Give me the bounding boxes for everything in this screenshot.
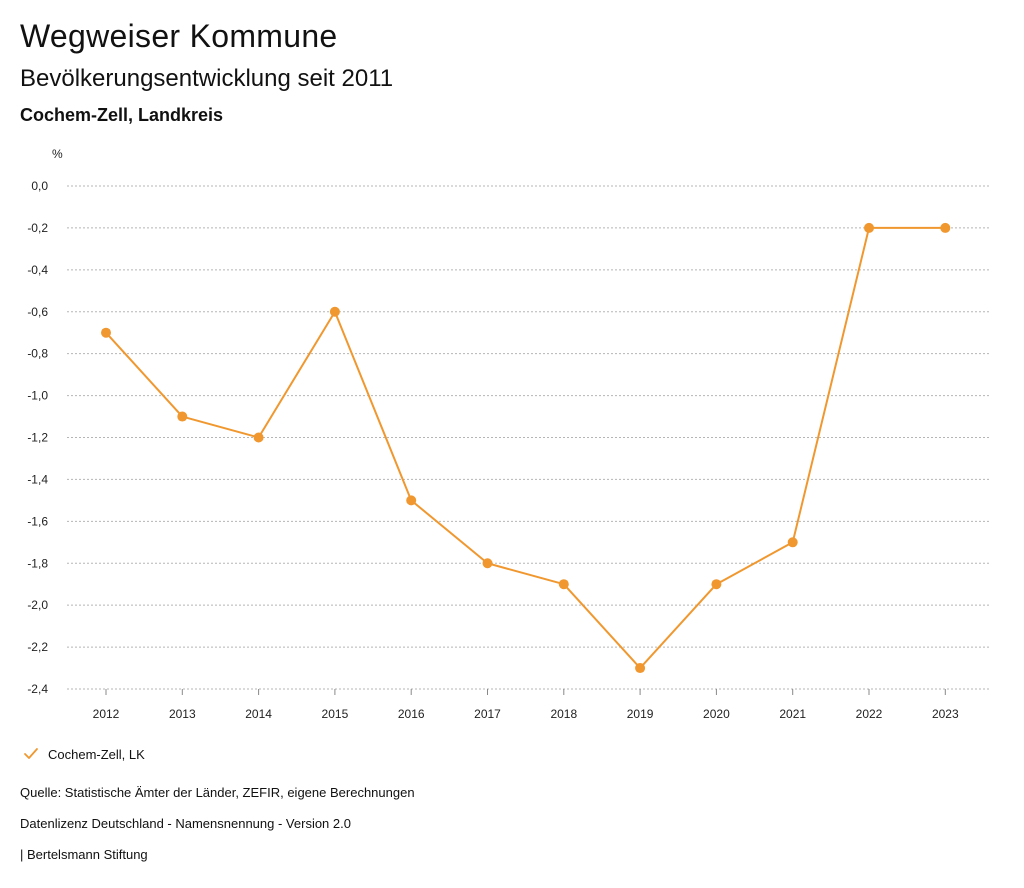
y-tick-label: -2,2 <box>27 640 48 654</box>
data-point[interactable] <box>253 432 264 443</box>
x-tick-label: 2019 <box>627 707 654 721</box>
y-tick-label: -0,4 <box>27 263 48 277</box>
data-point[interactable] <box>558 579 569 590</box>
x-tick-label: 2016 <box>398 707 425 721</box>
data-point[interactable] <box>787 537 798 548</box>
x-tick-label: 2018 <box>550 707 577 721</box>
y-tick-label: -1,8 <box>27 556 48 570</box>
license-note: Datenlizenz Deutschland - Namensnennung … <box>20 816 351 831</box>
line-chart: % 0,0 -0,2 -0,4 -0,6 -0,8 -1,0 -1,2 -1,4 -1,6 -1,… <box>27 147 990 721</box>
y-tick-label: 0,0 <box>31 179 48 193</box>
y-tick-label: -0,6 <box>27 305 48 319</box>
legend-item-cochem-zell[interactable]: Cochem-Zell, LK <box>22 744 145 764</box>
y-tick-label: -1,2 <box>27 431 48 445</box>
region-label: Cochem-Zell, Landkreis <box>20 105 224 125</box>
source-note: Quelle: Statistische Ämter der Länder, Z… <box>20 785 415 800</box>
series-line <box>105 226 946 670</box>
data-point[interactable] <box>406 495 417 506</box>
data-point[interactable] <box>329 306 340 317</box>
legend-label: Cochem-Zell, LK <box>48 746 145 762</box>
y-tick-label: -0,2 <box>27 221 48 235</box>
y-tick-label: -1,4 <box>27 472 48 486</box>
x-axis-ticks: 2012 2013 2014 2015 2016 2017 2018 2019 2020 2021… <box>93 689 959 721</box>
check-icon <box>24 748 38 759</box>
y-axis-unit-label: % <box>52 147 63 161</box>
data-point[interactable] <box>711 579 722 590</box>
x-tick-label: 2014 <box>245 707 272 721</box>
data-point[interactable] <box>482 558 493 569</box>
x-tick-label: 2021 <box>779 707 806 721</box>
y-tick-label: -2,0 <box>27 598 48 612</box>
series-layer <box>101 222 951 674</box>
data-point[interactable] <box>940 222 951 233</box>
data-point[interactable] <box>101 327 111 338</box>
x-tick-label: 2017 <box>474 707 501 721</box>
y-tick-label: -1,6 <box>27 514 48 528</box>
x-tick-label: 2020 <box>703 707 730 721</box>
chart-subtitle: Bevölkerungsentwicklung seit 2011 <box>20 65 394 92</box>
y-axis-ticks: 0,0 -0,2 -0,4 -0,6 -0,8 -1,0 -1,2 -1,4 -1,6 -1,8 -… <box>27 179 48 696</box>
page-title: Wegweiser Kommune <box>20 18 338 54</box>
x-tick-label: 2015 <box>322 707 349 721</box>
x-tick-label: 2013 <box>169 707 196 721</box>
y-tick-label: -2,4 <box>27 682 48 696</box>
y-tick-label: -1,0 <box>27 389 48 403</box>
x-tick-label: 2022 <box>856 707 883 721</box>
x-tick-label: 2012 <box>93 707 120 721</box>
y-tick-label: -0,8 <box>27 347 48 361</box>
data-point[interactable] <box>864 222 874 233</box>
data-point[interactable] <box>177 411 188 422</box>
data-point[interactable] <box>635 663 646 674</box>
x-tick-label: 2023 <box>932 707 959 721</box>
credit-note: | Bertelsmann Stiftung <box>20 847 148 862</box>
grid-layer <box>67 185 990 690</box>
